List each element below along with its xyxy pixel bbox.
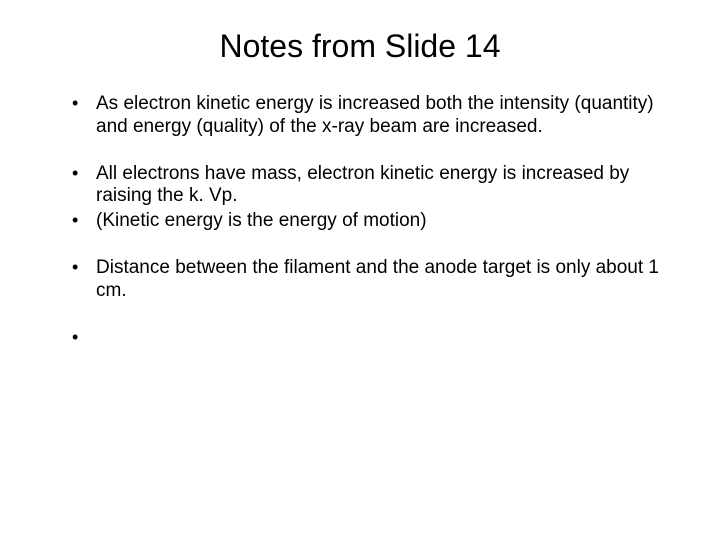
- slide-title: Notes from Slide 14: [48, 28, 672, 65]
- bullet-list: As electron kinetic energy is increased …: [48, 93, 672, 327]
- bullet-item: (Kinetic energy is the energy of motion): [72, 210, 672, 233]
- bullet-item: As electron kinetic energy is increased …: [72, 93, 672, 139]
- slide-container: Notes from Slide 14 As electron kinetic …: [0, 0, 720, 540]
- bullet-item: Distance between the filament and the an…: [72, 257, 672, 303]
- bullet-item: All electrons have mass, electron kineti…: [72, 163, 672, 209]
